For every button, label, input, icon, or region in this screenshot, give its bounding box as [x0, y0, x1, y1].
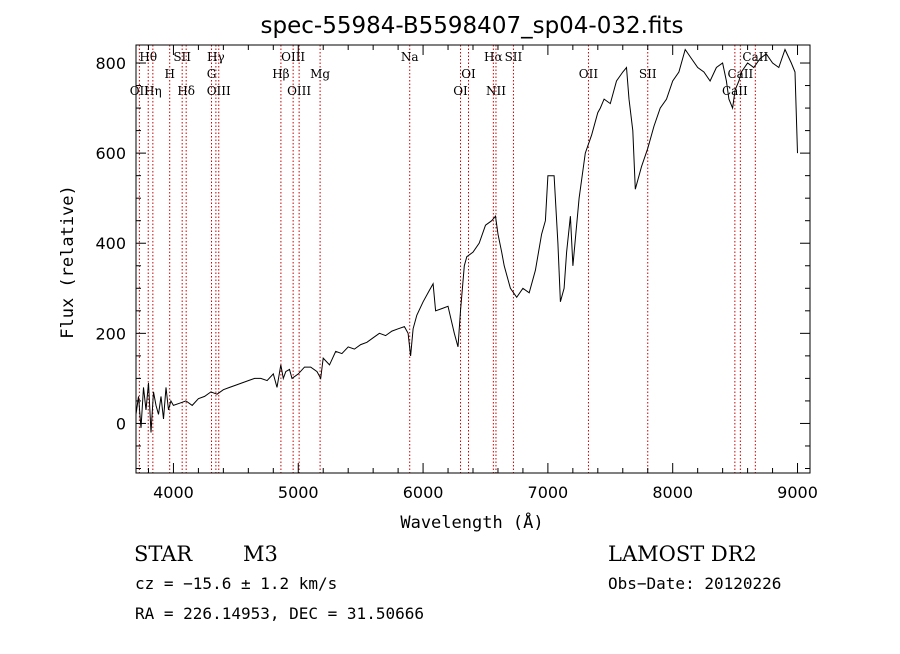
y-tick-label: 200: [95, 324, 126, 343]
line-marker-label: OIII: [281, 50, 305, 64]
observation-date: Obs−Date: 20120226: [608, 574, 781, 593]
line-marker-label: CaII: [742, 50, 768, 64]
line-marker-label: Mg: [310, 67, 330, 81]
line-marker-label: OIII: [287, 84, 311, 98]
x-tick-label: 6000: [403, 483, 444, 502]
plot-frame: [135, 44, 811, 474]
line-marker-label: Na: [401, 50, 419, 64]
y-tick-label: 0: [116, 414, 126, 433]
chart-title: spec-55984-B5598407_sp04-032.fits: [261, 13, 684, 39]
x-tick-label: 8000: [652, 483, 693, 502]
line-marker-label: Hβ: [272, 67, 289, 81]
line-marker-label: H: [164, 67, 174, 81]
line-marker-label: Hη: [144, 84, 162, 98]
coordinates: RA = 226.14953, DEC = 31.50666: [135, 604, 424, 623]
x-tick-label: 5000: [278, 483, 319, 502]
redshift-value: cz = −15.6 ± 1.2 km/s: [135, 574, 337, 593]
line-marker-label: OI: [453, 84, 468, 98]
line-marker-label: G: [207, 67, 217, 81]
object-class: STAR: [134, 542, 193, 566]
line-marker-label: SII: [639, 67, 657, 81]
spectrum-series: [135, 48, 798, 433]
survey-name: LAMOST DR2: [608, 542, 757, 566]
y-axis: 0 200 400 600 800: [95, 54, 810, 469]
line-marker-label: OII: [579, 67, 599, 81]
line-marker-label: Hδ: [177, 84, 195, 98]
line-marker-label: Hθ: [139, 50, 157, 64]
line-marker-label: OIII: [207, 84, 231, 98]
line-marker-label: OI: [461, 67, 476, 81]
y-tick-label: 400: [95, 234, 126, 253]
line-marker-label: Hγ: [207, 50, 225, 64]
object-subclass: M3: [243, 542, 278, 566]
x-axis-label: Wavelength (Å): [400, 511, 543, 533]
line-marker-label: SII: [505, 50, 523, 64]
y-tick-label: 800: [95, 54, 126, 73]
line-marker-label: SII: [173, 50, 191, 64]
line-marker-label: NII: [486, 84, 506, 98]
x-tick-label: 7000: [528, 483, 569, 502]
y-axis-label: Flux (relative): [58, 185, 78, 339]
spectrum-line: [135, 48, 798, 433]
x-tick-label: 9000: [777, 483, 818, 502]
x-tick-label: 4000: [153, 483, 194, 502]
x-axis: 4000 5000 6000 7000 8000 9000: [147, 45, 818, 502]
y-tick-label: 600: [95, 144, 126, 163]
line-marker-label: OII: [130, 84, 150, 98]
line-marker-label: Hα: [484, 50, 503, 64]
